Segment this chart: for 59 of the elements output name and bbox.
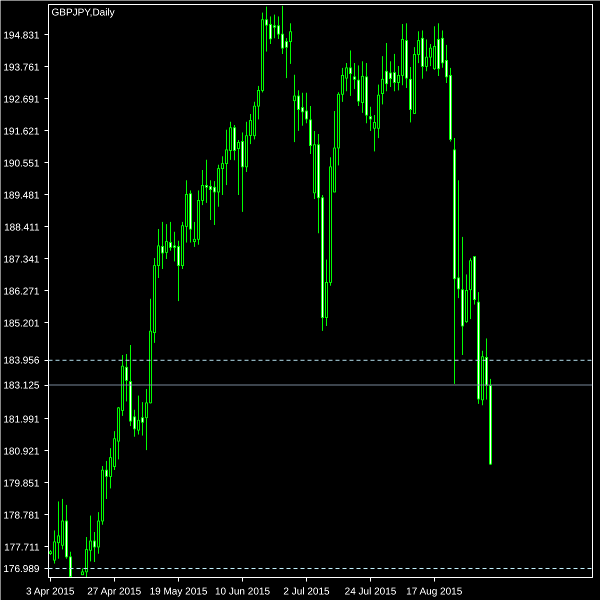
candlestick [137,395,140,436]
x-tick-label: 27 Apr 2015 [87,586,142,598]
candlestick [269,16,272,44]
candlestick [345,62,348,92]
y-tick-label: 179.851 [3,478,40,490]
candlestick [293,74,296,143]
y-tick-label: 187.341 [3,254,40,266]
x-tick-label: 10 Jun 2015 [214,586,270,598]
ref-line-label: 183.125 [3,380,40,392]
chart-title: GBPJPY,Daily [52,8,115,18]
y-tick-label: 194.831 [3,30,40,42]
candlestick [273,14,276,39]
y-tick-label: 181.991 [3,414,40,426]
candlestick [353,62,356,90]
x-tick-label: 24 Jul 2015 [344,586,397,598]
y-tick-label: 192.691 [3,94,40,106]
y-tick-label: 185.201 [3,318,40,330]
candlestick [369,106,372,132]
ref-line-label: 176.989 [3,564,40,576]
candlestick [53,530,56,564]
candlestick [229,121,232,160]
candlestick [393,53,396,92]
x-tick-label: 19 May 2015 [150,586,208,598]
candlestick [433,26,436,70]
y-tick-label: 178.781 [3,510,40,522]
candlestick [165,224,168,260]
candlestick [141,402,144,436]
x-tick-label: 3 Apr 2015 [26,586,75,598]
y-tick-label: 193.761 [3,62,40,74]
candlestick [349,50,352,96]
y-tick-label: 180.921 [3,446,40,458]
candlestick [297,90,300,132]
candlestick [173,231,176,262]
candlestick [169,221,172,252]
x-tick-label: 17 Aug 2015 [406,586,463,598]
y-tick-label: 186.271 [3,286,40,298]
candlestick [289,22,292,64]
x-tick-label: 2 Jul 2015 [283,586,330,598]
candlestick [225,129,228,186]
y-tick-label: 177.711 [4,542,40,554]
candlestick [385,42,388,92]
candlestick [429,43,432,67]
candlestick [209,180,212,220]
candlestick [217,164,220,208]
candlestick [425,38,428,72]
candlestick [205,159,208,204]
y-tick-label: 191.621 [3,126,40,138]
candlestick [357,65,360,106]
candlestick [161,221,164,270]
candlestick [233,124,236,161]
y-tick-label: 190.551 [3,158,40,170]
candlestick [305,92,308,124]
y-tick-label: 189.481 [3,190,40,202]
y-tick-label: 188.411 [4,222,40,234]
candlestick [381,56,384,105]
candlestick [389,60,392,88]
ref-line-label: 183.956 [3,356,40,367]
candlestick [301,92,304,126]
candlestick [57,501,60,560]
